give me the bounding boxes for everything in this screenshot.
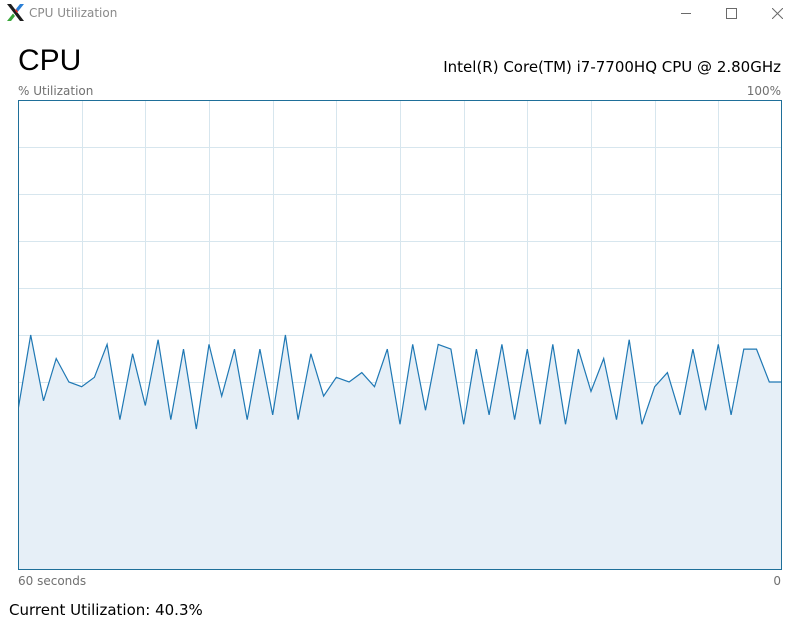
- maximize-button[interactable]: [708, 0, 754, 26]
- page-title: CPU: [18, 44, 82, 77]
- close-button[interactable]: [754, 0, 800, 26]
- window-title: CPU Utilization: [29, 6, 118, 20]
- current-utilization: Current Utilization: 40.3%: [9, 601, 203, 619]
- minimize-icon: [680, 8, 692, 19]
- y-axis-max-label: 100%: [746, 84, 781, 98]
- title-bar[interactable]: CPU Utilization: [0, 0, 800, 26]
- graph-border: [18, 100, 782, 570]
- utilization-area: [18, 335, 782, 570]
- utilization-line: [18, 334, 782, 430]
- x-axis-start-label: 60 seconds: [18, 574, 87, 588]
- close-icon: [771, 7, 783, 19]
- graph-canvas: [18, 100, 782, 570]
- y-axis-label: % Utilization: [18, 84, 94, 98]
- processor-name: Intel(R) Core(TM) i7-7700HQ CPU @ 2.80GH…: [443, 58, 781, 76]
- minimize-button[interactable]: [663, 0, 709, 26]
- cpu-utilization-graph: [18, 100, 782, 570]
- maximize-icon: [725, 7, 737, 19]
- x-axis-end-label: 0: [773, 574, 781, 588]
- app-x-icon: [7, 4, 24, 21]
